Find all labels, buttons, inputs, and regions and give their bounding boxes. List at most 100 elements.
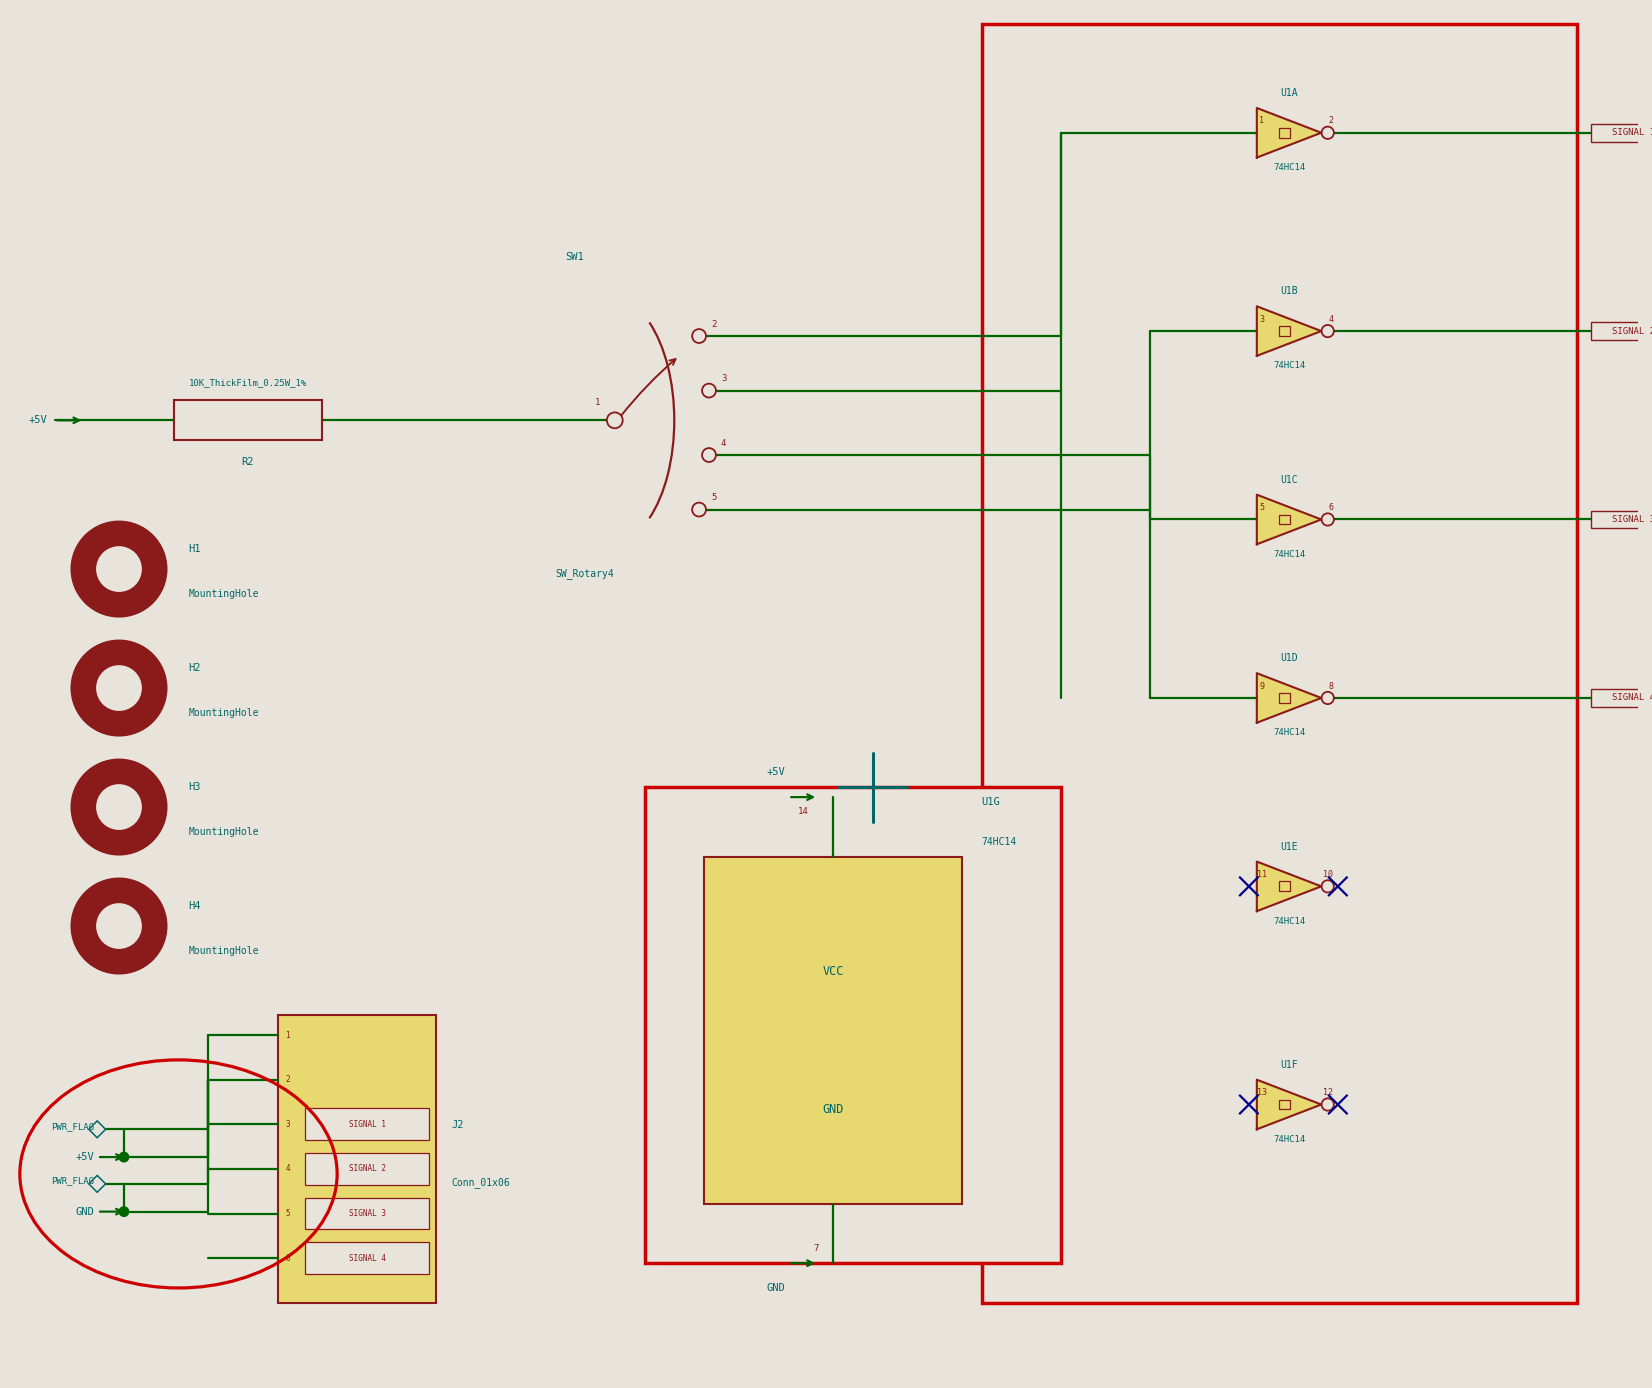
Circle shape	[119, 1206, 129, 1217]
Text: MountingHole: MountingHole	[188, 589, 259, 598]
Text: 5: 5	[286, 1209, 291, 1219]
Circle shape	[71, 879, 167, 973]
Bar	[1591, 124, 1652, 142]
Text: SW_Rotary4: SW_Rotary4	[555, 569, 615, 579]
Circle shape	[1322, 514, 1333, 526]
Circle shape	[119, 1152, 129, 1163]
Text: 14: 14	[798, 808, 809, 816]
Bar	[306, 1153, 430, 1185]
Text: MountingHole: MountingHole	[188, 708, 259, 718]
Text: 1: 1	[595, 398, 600, 407]
Text: 11: 11	[1257, 870, 1267, 879]
Circle shape	[702, 383, 715, 397]
Polygon shape	[89, 1176, 106, 1192]
Polygon shape	[1257, 673, 1322, 723]
Text: 10K_ThickFilm_0.25W_1%: 10K_ThickFilm_0.25W_1%	[188, 378, 307, 387]
Text: +5V: +5V	[76, 1152, 94, 1162]
Text: U1G: U1G	[981, 797, 1001, 806]
Bar	[1279, 515, 1290, 525]
Polygon shape	[1257, 307, 1322, 355]
Circle shape	[1322, 880, 1333, 892]
Text: 1: 1	[286, 1031, 291, 1040]
Text: 3: 3	[720, 375, 727, 383]
Circle shape	[702, 448, 715, 462]
Circle shape	[71, 640, 167, 736]
Bar	[278, 1015, 436, 1303]
Bar	[306, 1109, 430, 1140]
Text: PWR_FLAG: PWR_FLAG	[51, 1122, 94, 1131]
Circle shape	[96, 902, 142, 949]
Text: 6: 6	[1328, 502, 1333, 512]
Bar	[704, 856, 961, 1203]
Circle shape	[1322, 1098, 1333, 1110]
Text: 74HC14: 74HC14	[1274, 729, 1305, 737]
Text: 74HC14: 74HC14	[1274, 162, 1305, 172]
Circle shape	[71, 759, 167, 855]
Text: 5: 5	[710, 493, 717, 502]
Text: 13: 13	[1257, 1088, 1267, 1097]
Text: 7: 7	[813, 1244, 818, 1253]
Text: 74HC14: 74HC14	[1274, 550, 1305, 559]
Text: SIGNAL 1: SIGNAL 1	[349, 1120, 387, 1128]
Text: 6: 6	[286, 1253, 291, 1263]
Text: 3: 3	[1259, 315, 1264, 323]
Text: H3: H3	[188, 783, 202, 793]
Text: U1D: U1D	[1280, 654, 1298, 663]
Text: U1A: U1A	[1280, 87, 1298, 99]
Text: +5V: +5V	[767, 768, 785, 777]
Text: U1F: U1F	[1280, 1060, 1298, 1070]
Text: 3: 3	[286, 1120, 291, 1128]
Text: 9: 9	[1259, 682, 1264, 691]
Bar	[1279, 1099, 1290, 1109]
Text: 74HC14: 74HC14	[981, 837, 1018, 847]
Bar	[1279, 128, 1290, 137]
Polygon shape	[1257, 862, 1322, 911]
Text: MountingHole: MountingHole	[188, 945, 259, 956]
Text: 74HC14: 74HC14	[1274, 1135, 1305, 1144]
Text: 5: 5	[1259, 502, 1264, 512]
Bar	[1591, 688, 1652, 706]
Text: 4: 4	[720, 439, 727, 447]
Text: SIGNAL 3: SIGNAL 3	[349, 1209, 387, 1219]
Bar	[981, 24, 1576, 1303]
Text: U1B: U1B	[1280, 286, 1298, 297]
Bar	[1591, 511, 1652, 529]
Bar	[1591, 322, 1652, 340]
Circle shape	[96, 783, 142, 831]
Text: VCC: VCC	[823, 965, 844, 977]
Circle shape	[96, 665, 142, 712]
Text: GND: GND	[767, 1283, 785, 1294]
Text: 74HC14: 74HC14	[1274, 361, 1305, 371]
Text: Conn_01x06: Conn_01x06	[451, 1177, 510, 1188]
Text: 4: 4	[286, 1165, 291, 1173]
Text: 1: 1	[1259, 117, 1264, 125]
Circle shape	[606, 412, 623, 429]
Text: SIGNAL 4: SIGNAL 4	[1612, 694, 1652, 702]
Text: H2: H2	[188, 663, 202, 673]
Text: 10: 10	[1323, 870, 1333, 879]
Bar	[1279, 881, 1290, 891]
Circle shape	[1322, 325, 1333, 337]
Text: SIGNAL 1: SIGNAL 1	[1612, 128, 1652, 137]
Circle shape	[692, 502, 705, 516]
Bar	[1279, 326, 1290, 336]
Text: +5V: +5V	[28, 415, 48, 425]
Bar	[173, 401, 322, 440]
Bar	[306, 1198, 430, 1230]
Text: U1C: U1C	[1280, 475, 1298, 484]
Text: U1E: U1E	[1280, 841, 1298, 852]
Text: SW1: SW1	[565, 251, 583, 262]
Text: 4: 4	[1328, 315, 1333, 323]
Text: H1: H1	[188, 544, 202, 554]
Text: 2: 2	[286, 1076, 291, 1084]
Text: J2: J2	[451, 1120, 464, 1130]
Text: PWR_FLAG: PWR_FLAG	[51, 1177, 94, 1185]
Polygon shape	[89, 1122, 106, 1138]
Bar	[306, 1242, 430, 1274]
Bar	[1279, 693, 1290, 702]
Text: GND: GND	[76, 1206, 94, 1217]
Circle shape	[1322, 691, 1333, 704]
Text: MountingHole: MountingHole	[188, 827, 259, 837]
Text: SIGNAL 4: SIGNAL 4	[349, 1253, 387, 1263]
Circle shape	[1322, 126, 1333, 139]
